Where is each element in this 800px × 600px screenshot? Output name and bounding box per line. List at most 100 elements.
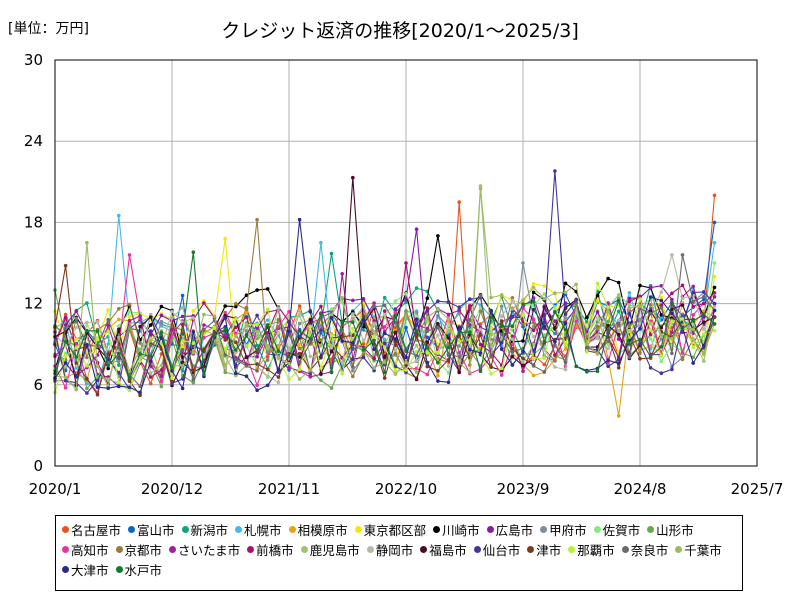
data-point (265, 358, 270, 362)
data-point (414, 353, 419, 358)
data-point (436, 234, 440, 238)
data-point (574, 297, 578, 302)
data-point (648, 295, 653, 299)
data-point (531, 318, 536, 322)
data-point (117, 345, 121, 350)
data-point (340, 319, 345, 324)
data-point (457, 305, 462, 310)
legend-marker-icon (169, 545, 177, 553)
legend-label: 奈良市 (630, 542, 669, 558)
data-point (74, 309, 79, 314)
data-point (159, 374, 164, 379)
legend-label: 静岡市 (375, 542, 414, 558)
data-point (457, 330, 462, 335)
data-point (436, 321, 440, 326)
data-point (659, 359, 664, 364)
data-point (138, 352, 142, 356)
chart-title: クレジット返済の推移[2020/1～2025/3] (221, 20, 579, 42)
data-point (382, 303, 387, 308)
data-point (297, 351, 302, 356)
data-point (234, 325, 238, 330)
x-tick-label: 2023/9 (497, 480, 550, 498)
x-tick-label: 2020/12 (141, 480, 203, 498)
data-point (340, 372, 345, 376)
data-point (680, 253, 685, 257)
unit-label: [単位：万円] (8, 21, 89, 37)
data-point (531, 373, 536, 378)
data-point (117, 370, 121, 375)
data-point (670, 291, 674, 296)
legend-label: 甲府市 (549, 522, 587, 538)
data-point (180, 347, 185, 352)
data-point (648, 354, 653, 359)
data-point (542, 324, 547, 329)
x-tick-label: 2022/10 (375, 480, 437, 498)
legend-marker-icon (62, 525, 69, 533)
data-point (425, 360, 430, 365)
data-point (553, 319, 557, 324)
data-point (159, 330, 164, 335)
data-point (616, 337, 621, 341)
data-point (691, 337, 695, 341)
data-point (659, 326, 664, 330)
data-point (489, 344, 493, 349)
data-point (244, 334, 249, 338)
data-point (148, 375, 153, 379)
data-point (297, 308, 302, 313)
data-point (85, 391, 89, 395)
data-point (638, 341, 642, 346)
data-point (127, 302, 132, 307)
data-point (287, 365, 291, 370)
data-point (404, 360, 408, 365)
data-point (361, 352, 366, 357)
data-point (255, 362, 259, 366)
data-point (425, 306, 430, 310)
data-point (63, 361, 68, 365)
data-point (319, 304, 323, 309)
data-point (265, 346, 270, 351)
data-point (117, 324, 121, 328)
data-point (297, 360, 302, 365)
data-point (351, 365, 355, 369)
data-point (159, 363, 164, 368)
data-point (446, 380, 451, 385)
data-point (244, 364, 249, 368)
data-point (553, 339, 557, 344)
data-point (361, 348, 366, 352)
data-point (659, 305, 664, 310)
data-point (648, 337, 653, 341)
x-tick-label: 2021/11 (258, 480, 320, 498)
data-point (521, 313, 525, 318)
data-point (457, 311, 462, 316)
data-point (499, 319, 504, 323)
data-point (702, 332, 706, 336)
data-point (180, 363, 185, 368)
legend-label: 鹿児島市 (309, 542, 360, 558)
data-point (436, 333, 440, 338)
legend-item: 新潟市 (181, 519, 228, 539)
data-point (468, 330, 472, 334)
data-point (595, 333, 600, 338)
data-point (606, 323, 610, 328)
data-point (499, 293, 504, 297)
data-point (170, 369, 174, 373)
data-point (74, 316, 79, 321)
data-point (127, 310, 132, 314)
data-point (308, 340, 313, 345)
data-point (63, 378, 68, 383)
data-point (255, 349, 259, 353)
data-point (531, 364, 536, 368)
legend-item: 前橋市 (247, 539, 294, 559)
data-point (74, 387, 79, 392)
legend-label: 山形市 (656, 522, 694, 538)
data-point (95, 378, 100, 383)
data-point (414, 370, 419, 375)
data-point (436, 379, 440, 383)
data-point (372, 304, 376, 309)
data-point (659, 290, 664, 295)
legend-marker-icon (354, 525, 362, 533)
data-point (712, 304, 717, 309)
data-point (414, 377, 419, 382)
data-point (563, 360, 568, 365)
data-point (531, 356, 536, 361)
